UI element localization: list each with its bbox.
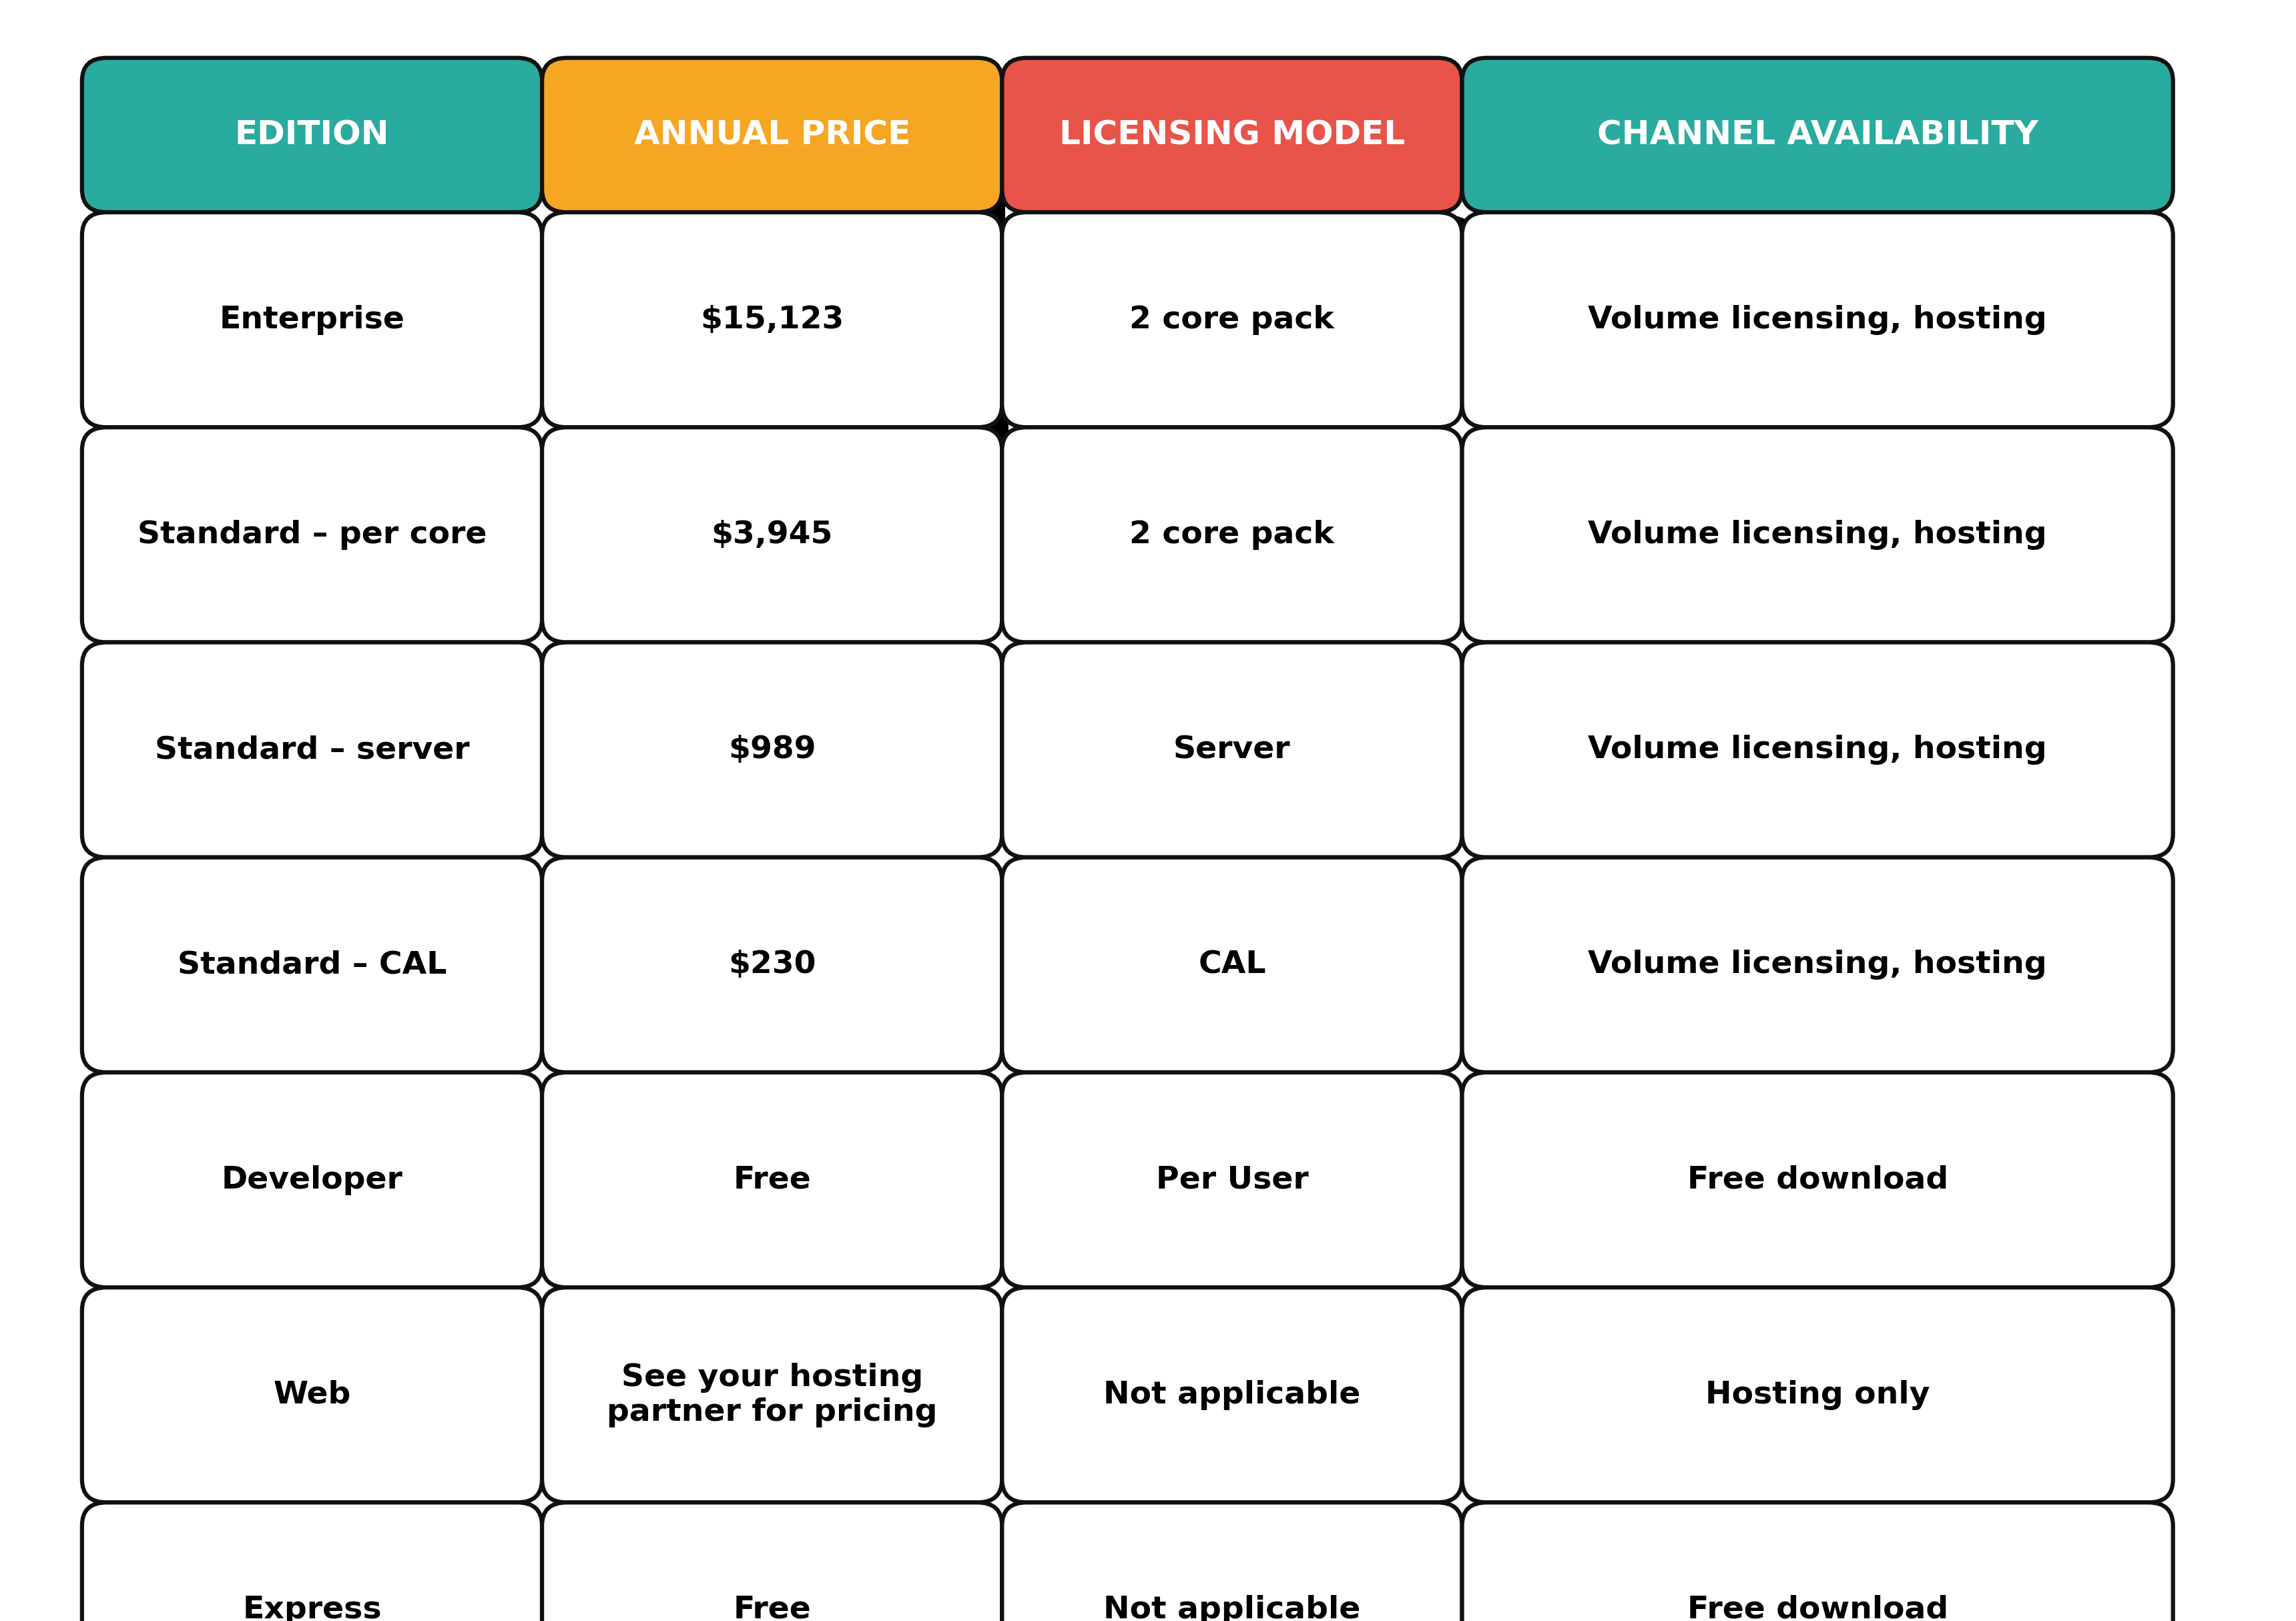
Text: Express: Express	[243, 1595, 381, 1621]
FancyBboxPatch shape	[1001, 1287, 1463, 1503]
Text: Server: Server	[1173, 734, 1290, 765]
FancyBboxPatch shape	[542, 428, 1001, 642]
FancyBboxPatch shape	[1463, 58, 2172, 212]
Text: Volume licensing, hosting: Volume licensing, hosting	[1589, 734, 2048, 765]
FancyBboxPatch shape	[1001, 1503, 1463, 1621]
Text: Per User: Per User	[1155, 1165, 1309, 1195]
Text: Standard – server: Standard – server	[154, 734, 468, 765]
FancyBboxPatch shape	[1001, 428, 1463, 642]
Text: 2 core pack: 2 core pack	[1130, 520, 1334, 550]
Text: 2 core pack: 2 core pack	[1130, 305, 1334, 336]
Text: Not applicable: Not applicable	[1104, 1595, 1362, 1621]
FancyBboxPatch shape	[1001, 642, 1463, 858]
Text: $15,123: $15,123	[700, 305, 845, 336]
Text: Free: Free	[732, 1595, 810, 1621]
Text: $3,945: $3,945	[712, 520, 833, 550]
Text: Hosting only: Hosting only	[1706, 1379, 1929, 1410]
Text: Developer: Developer	[220, 1165, 402, 1195]
FancyBboxPatch shape	[1463, 1073, 2172, 1287]
Text: Standard – per core: Standard – per core	[138, 520, 487, 550]
Text: EDITION: EDITION	[234, 118, 390, 151]
FancyBboxPatch shape	[1463, 212, 2172, 428]
FancyBboxPatch shape	[1001, 212, 1463, 428]
FancyBboxPatch shape	[1463, 858, 2172, 1073]
FancyBboxPatch shape	[1463, 1503, 2172, 1621]
FancyBboxPatch shape	[542, 212, 1001, 428]
FancyBboxPatch shape	[542, 1073, 1001, 1287]
FancyBboxPatch shape	[83, 212, 542, 428]
Text: See your hosting
partner for pricing: See your hosting partner for pricing	[606, 1363, 937, 1428]
Text: Not applicable: Not applicable	[1104, 1379, 1362, 1410]
Text: MS SQL LICENSING: MS SQL LICENSING	[606, 182, 1690, 282]
FancyBboxPatch shape	[1001, 1073, 1463, 1287]
Text: Free download: Free download	[1688, 1595, 1947, 1621]
Text: Enterprise: Enterprise	[220, 305, 404, 336]
FancyBboxPatch shape	[1001, 858, 1463, 1073]
Text: Web: Web	[273, 1379, 351, 1410]
Text: Free download: Free download	[1688, 1165, 1947, 1195]
FancyBboxPatch shape	[83, 1073, 542, 1287]
FancyBboxPatch shape	[83, 858, 542, 1073]
Text: Volume licensing, hosting: Volume licensing, hosting	[1589, 305, 2048, 336]
Text: Volume licensing, hosting: Volume licensing, hosting	[1589, 950, 2048, 981]
Text: Volume licensing, hosting: Volume licensing, hosting	[1589, 520, 2048, 550]
Text: Standard – CAL: Standard – CAL	[177, 950, 448, 981]
FancyBboxPatch shape	[1463, 428, 2172, 642]
Text: $230: $230	[728, 950, 815, 981]
FancyBboxPatch shape	[542, 1503, 1001, 1621]
FancyBboxPatch shape	[1463, 1287, 2172, 1503]
FancyBboxPatch shape	[83, 58, 542, 212]
FancyBboxPatch shape	[83, 428, 542, 642]
FancyBboxPatch shape	[542, 642, 1001, 858]
Text: CAL: CAL	[1199, 950, 1265, 981]
Text: $989: $989	[728, 734, 815, 765]
FancyBboxPatch shape	[542, 1287, 1001, 1503]
FancyBboxPatch shape	[83, 642, 542, 858]
Text: ANNUAL PRICE: ANNUAL PRICE	[634, 118, 909, 151]
FancyBboxPatch shape	[83, 1503, 542, 1621]
FancyBboxPatch shape	[542, 858, 1001, 1073]
Text: CHANNEL AVAILABILITY: CHANNEL AVAILABILITY	[1598, 118, 2039, 151]
FancyBboxPatch shape	[542, 58, 1001, 212]
FancyBboxPatch shape	[1001, 58, 1463, 212]
FancyBboxPatch shape	[1463, 642, 2172, 858]
Text: AND COST: AND COST	[854, 394, 1442, 493]
Text: LICENSING MODEL: LICENSING MODEL	[1058, 118, 1405, 151]
FancyBboxPatch shape	[83, 1287, 542, 1503]
Text: Free: Free	[732, 1165, 810, 1195]
